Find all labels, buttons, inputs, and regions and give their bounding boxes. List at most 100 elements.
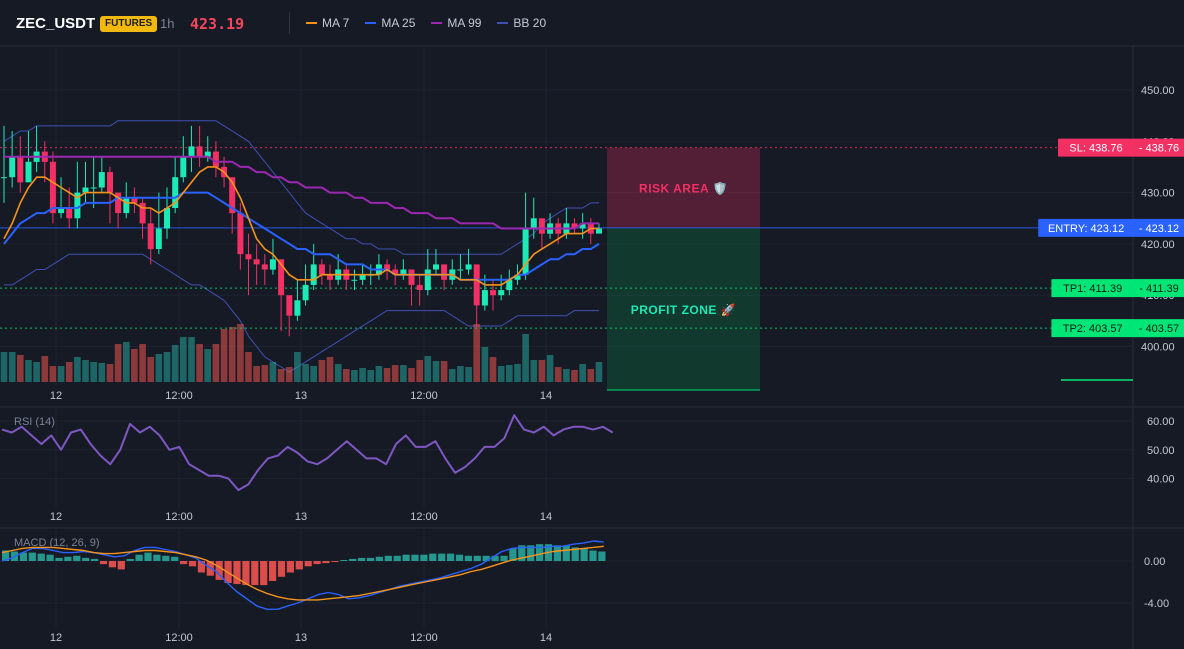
risk-zone — [607, 147, 760, 228]
volume-bar — [155, 354, 163, 382]
volume-bar — [204, 349, 211, 382]
candle-body — [530, 218, 537, 229]
volume-bar — [310, 366, 317, 382]
symbol-title[interactable]: ZEC_USDT — [16, 15, 96, 32]
volume-bar — [65, 362, 73, 382]
volume-bar — [375, 366, 383, 382]
volume-bar — [212, 344, 220, 382]
candle-body — [465, 264, 472, 270]
candle-body — [408, 269, 415, 285]
volume-bar — [277, 369, 285, 382]
volume-bar — [522, 334, 529, 382]
volume-bar — [196, 344, 203, 382]
volume-bar — [49, 366, 57, 382]
candle-body — [392, 269, 399, 275]
stop-loss-price-tag — [1133, 138, 1184, 157]
volume-bar — [400, 365, 407, 382]
candle-body — [139, 202, 146, 224]
volume-bar — [33, 362, 40, 382]
legend-ma7-label: MA 7 — [322, 16, 350, 30]
legend-bb20-label: BB 20 — [513, 16, 547, 30]
macd-histogram-bar — [438, 553, 446, 561]
volume-bar — [595, 362, 603, 382]
candle-body — [123, 197, 130, 214]
candle-body — [359, 274, 366, 280]
macd-histogram-bar — [73, 555, 81, 562]
candle-body — [131, 197, 138, 203]
macd-line — [1, 540, 604, 610]
macd-histogram-bar — [2, 550, 10, 561]
volume-bar — [180, 337, 187, 382]
candle-body — [82, 187, 89, 193]
entry-tag — [1038, 218, 1134, 237]
candle-body — [579, 223, 586, 229]
macd-histogram-bar — [447, 553, 455, 561]
price-time-label: 14 — [540, 390, 552, 402]
macd-histogram-bar — [126, 558, 134, 561]
candle-body — [473, 264, 480, 306]
volume-bar — [57, 366, 65, 382]
volume-bar — [326, 357, 334, 382]
rsi-time-label: 13 — [295, 511, 307, 523]
tp1-tag-label: TP1: 411.39 — [1063, 283, 1122, 295]
volume-bar — [530, 360, 538, 382]
legend-ma25[interactable]: MA 25 — [365, 16, 415, 30]
volume-bar — [424, 356, 432, 382]
legend-ma7[interactable]: MA 7 — [306, 16, 349, 30]
volume-bar — [245, 352, 252, 382]
macd-histogram-bar — [420, 554, 428, 561]
macd-histogram-bar — [117, 561, 125, 570]
volume-bar — [432, 361, 440, 382]
candle-body — [596, 228, 602, 234]
macd-signal-line — [1, 545, 604, 601]
candle-body — [229, 177, 236, 214]
volume-bar — [163, 352, 171, 382]
macd-histogram-bar — [162, 555, 170, 562]
ma99-line — [4, 155, 599, 230]
rsi-tick-label: 60.00 — [1147, 416, 1175, 428]
candle-body — [384, 264, 391, 270]
macd-histogram-bar — [135, 554, 143, 561]
legend-bb20[interactable]: BB 20 — [497, 16, 546, 30]
volume-bar — [8, 352, 16, 382]
volume-bar — [546, 355, 554, 382]
price-tick-label: 420.00 — [1141, 239, 1175, 251]
price-time-label: 12:00 — [410, 390, 438, 402]
macd-histogram-bar — [304, 561, 312, 567]
candle-body — [481, 290, 488, 306]
macd-histogram-bar — [340, 560, 348, 561]
tp2-tag-label: TP2: 403.57 — [1063, 323, 1123, 335]
entry-price-tag — [1133, 218, 1184, 237]
macd-histogram-bar — [464, 555, 472, 562]
candle-body — [90, 187, 97, 189]
candle-body — [351, 279, 358, 281]
candle-body — [164, 208, 170, 229]
candle-body — [74, 192, 81, 219]
macd-histogram-bar — [393, 555, 401, 562]
macd-histogram-bar — [215, 561, 223, 580]
legend-ma99[interactable]: MA 99 — [431, 16, 481, 30]
volume-bar — [383, 368, 391, 382]
volume-bar — [465, 367, 472, 382]
volume-bar — [114, 344, 122, 382]
legend-bb20-swatch — [497, 22, 509, 24]
macd-histogram-bar — [251, 561, 259, 586]
candle-body — [25, 161, 32, 183]
candle-body — [172, 177, 179, 208]
macd-histogram-bar — [233, 561, 241, 585]
candle-body — [196, 146, 203, 157]
candle-body — [204, 151, 211, 157]
candle-body — [269, 259, 276, 270]
tp1-tag — [1051, 279, 1134, 298]
timeframe-label[interactable]: 1h — [160, 16, 175, 31]
rsi-title: RSI (14) — [14, 416, 55, 428]
macd-histogram-bar — [37, 553, 45, 561]
candle-body — [441, 264, 448, 280]
macd-histogram-bar — [571, 547, 579, 561]
rsi-time-label: 12 — [50, 511, 62, 523]
macd-histogram-bar — [108, 561, 116, 568]
macd-histogram-bar — [269, 561, 277, 581]
macd-histogram-bar — [64, 556, 72, 561]
volume-bar — [587, 369, 595, 382]
